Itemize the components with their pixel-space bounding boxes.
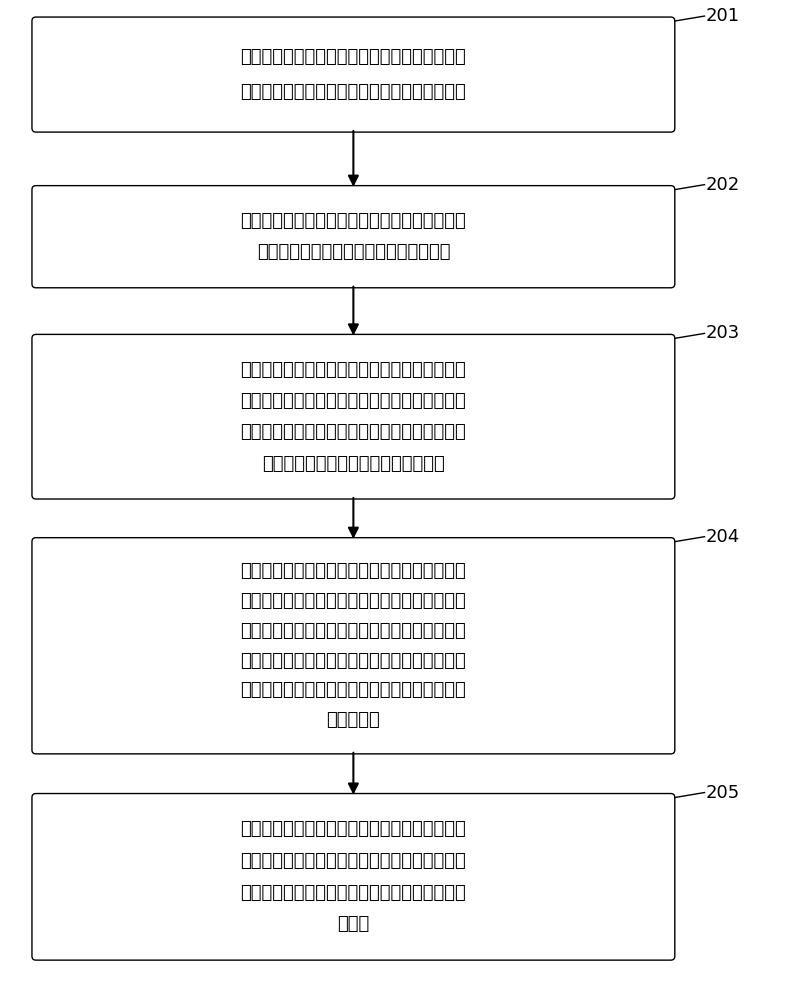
Text: 进行径向电磁力波的求解，并将获得的求解结果: 进行径向电磁力波的求解，并将获得的求解结果 [241,622,466,640]
Text: 划分出电机的定子齿部以及绘制电机的通风孔，: 划分出电机的定子齿部以及绘制电机的通风孔， [241,212,466,230]
Text: 数和磁极偏心距进行参数化扫描，在磁极极弧系: 数和磁极偏心距进行参数化扫描，在磁极极弧系 [241,392,466,410]
Text: 203: 203 [705,324,739,342]
Text: 201: 201 [705,7,739,25]
Text: 和磁极偏心距后的电机根据麦克斯韦应力张量法: 和磁极偏心距后的电机根据麦克斯韦应力张量法 [241,592,466,610]
Text: 204: 204 [705,528,739,546]
Text: 202: 202 [705,176,739,194]
Text: 数和磁极偏心距的变量范围中选取可削弱电机的: 数和磁极偏心距的变量范围中选取可削弱电机的 [241,423,466,441]
Text: 根据电机的结构参数，通过磁路法设计，将电机: 根据电机的结构参数，通过磁路法设计，将电机 [241,48,466,66]
FancyBboxPatch shape [32,186,674,288]
Text: 输入到绘制好的电机的三维模型的定子齿部截面: 输入到绘制好的电机的三维模型的定子齿部截面 [241,652,466,670]
Text: 根据有限元法对电机的初步模型中的磁极极弧系: 根据有限元法对电机的初步模型中的磁极极弧系 [241,361,466,379]
Text: 谐响应分析: 谐响应分析 [326,711,380,729]
Text: 为噪声源进行声场分析，获得电机周围的噪声分: 为噪声源进行声场分析，获得电机周围的噪声分 [241,884,466,902]
Text: 对选取了可削弱电机的齿槽转矩的磁极极弧系数: 对选取了可削弱电机的齿槽转矩的磁极极弧系数 [241,562,466,580]
FancyBboxPatch shape [32,538,674,754]
FancyBboxPatch shape [32,794,674,960]
Text: 齿槽转矩的磁极极弧系数和磁极偏心距: 齿槽转矩的磁极极弧系数和磁极偏心距 [262,455,445,473]
FancyBboxPatch shape [32,334,674,499]
Text: 度输出到电机的定子外壳并将电机的定子外壳作: 度输出到电机的定子外壳并将电机的定子外壳作 [241,852,466,870]
Text: ，对绘制好的电机的通风孔施加边界条件，进行: ，对绘制好的电机的通风孔施加边界条件，进行 [241,681,466,699]
Text: 205: 205 [705,784,739,802]
Text: 布结果: 布结果 [338,915,370,933]
Text: 根据谐响应分析得到的振动加速度，将振动加速: 根据谐响应分析得到的振动加速度，将振动加速 [241,820,466,838]
FancyBboxPatch shape [32,17,674,132]
Text: 的磁场简化为磁路，并生成电机的初步设计模型: 的磁场简化为磁路，并生成电机的初步设计模型 [241,83,466,101]
Text: 并对电机的气隙区域进行多层的网格剖分: 并对电机的气隙区域进行多层的网格剖分 [257,243,450,261]
